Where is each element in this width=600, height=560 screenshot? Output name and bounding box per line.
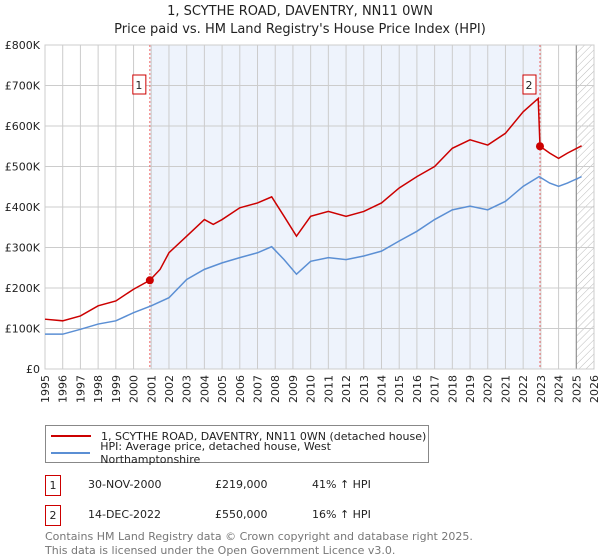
- x-tick-label: 2023: [535, 375, 548, 403]
- x-tick-label: 1997: [74, 375, 87, 403]
- transaction-price: £219,000: [215, 478, 268, 491]
- x-tick-label: 2013: [358, 375, 371, 403]
- x-tick-label: 2020: [482, 375, 495, 403]
- legend: 1, SCYTHE ROAD, DAVENTRY, NN11 0WN (deta…: [45, 425, 429, 466]
- marker-label: 1: [135, 79, 142, 92]
- y-tick-label: £500K: [5, 161, 41, 174]
- transaction-date: 14-DEC-2022: [88, 508, 162, 521]
- x-tick-label: 2003: [181, 375, 194, 403]
- marker-label: 2: [525, 79, 532, 92]
- x-tick-label: 2022: [517, 375, 530, 403]
- x-tick-label: 2002: [163, 375, 176, 403]
- x-tick-label: 2008: [269, 375, 282, 403]
- chart-title: 1, SCYTHE ROAD, DAVENTRY, NN11 0WN: [167, 4, 433, 19]
- transaction-row: 2 14-DEC-2022 £550,000 16% ↑ HPI: [45, 505, 445, 526]
- plot-border: [44, 44, 595, 370]
- legend-item-hpi: HPI: Average price, detached house, West…: [46, 440, 428, 466]
- y-tick-label: £800K: [5, 39, 41, 52]
- x-tick-label: 2025: [570, 375, 583, 403]
- sale-point: [535, 142, 544, 151]
- transaction-price: £550,000: [215, 508, 268, 521]
- y-tick-label: £200K: [5, 282, 41, 295]
- x-tick-label: 2011: [322, 375, 335, 403]
- transaction-date: 30-NOV-2000: [88, 478, 162, 491]
- legend-label: HPI: Average price, detached house, West…: [100, 440, 331, 466]
- x-tick-label: 2000: [128, 375, 141, 403]
- x-tick-label: 2018: [446, 375, 459, 403]
- x-tick-label: 1996: [57, 375, 70, 403]
- x-tick-label: 2001: [145, 375, 158, 403]
- x-tick-label: 2004: [198, 375, 211, 403]
- y-tick-label: £700K: [5, 80, 41, 93]
- legend-item-price: 1, SCYTHE ROAD, DAVENTRY, NN11 0WN (deta…: [46, 428, 426, 444]
- x-tick-label: 2009: [287, 375, 300, 403]
- chart-subtitle: Price paid vs. HM Land Registry's House …: [114, 22, 486, 37]
- x-tick-label: 2026: [588, 375, 600, 403]
- marker-box: [132, 74, 147, 95]
- x-tick-label: 1995: [39, 375, 52, 403]
- transaction-row: 1 30-NOV-2000 £219,000 41% ↑ HPI: [45, 475, 445, 496]
- series-line: [45, 175, 582, 335]
- x-tick-label: 2010: [305, 375, 318, 403]
- marker-box: [522, 74, 537, 95]
- x-tick-label: 2014: [375, 375, 388, 403]
- legend-swatch: [51, 452, 91, 454]
- x-tick-label: 2024: [553, 375, 566, 403]
- x-tick-label: 2006: [234, 375, 247, 403]
- x-tick-label: 2005: [216, 375, 229, 403]
- y-tick-label: £100K: [5, 323, 41, 336]
- legend-swatch: [51, 435, 91, 437]
- transaction-hpi: 16% ↑ HPI: [312, 508, 371, 521]
- marker-badge: 2: [45, 505, 61, 526]
- x-tick-label: 2021: [499, 375, 512, 403]
- x-tick-label: 2016: [411, 375, 424, 403]
- footer-licence: This data is licensed under the Open Gov…: [45, 544, 396, 557]
- sale-point: [145, 276, 154, 285]
- marker-badge: 1: [45, 475, 61, 496]
- y-tick-label: £0: [26, 363, 40, 376]
- x-tick-label: 2012: [340, 375, 353, 403]
- y-tick-label: £400K: [5, 201, 41, 214]
- footer-copyright: Contains HM Land Registry data © Crown c…: [45, 530, 473, 543]
- legend-label: 1, SCYTHE ROAD, DAVENTRY, NN11 0WN (deta…: [101, 429, 427, 443]
- x-tick-label: 2017: [429, 375, 442, 403]
- x-tick-label: 1999: [110, 375, 123, 403]
- transaction-hpi: 41% ↑ HPI: [312, 478, 371, 491]
- x-tick-label: 2019: [464, 375, 477, 403]
- x-tick-label: 1998: [92, 375, 105, 403]
- y-tick-label: £300K: [5, 242, 41, 255]
- y-tick-label: £600K: [5, 120, 41, 133]
- x-tick-label: 2015: [393, 375, 406, 403]
- x-tick-label: 2007: [252, 375, 265, 403]
- chart-plot: 1995 1996 1997 1998 1999 2000 2001 2002 2003 2004…: [5, 39, 600, 403]
